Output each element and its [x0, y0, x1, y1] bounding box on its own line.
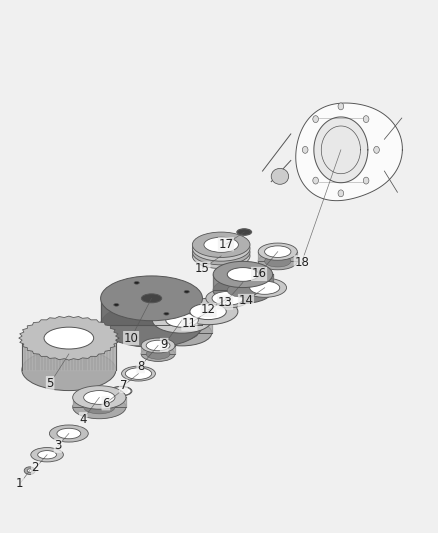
- Ellipse shape: [166, 313, 198, 327]
- Ellipse shape: [110, 386, 132, 396]
- Ellipse shape: [166, 326, 198, 340]
- Ellipse shape: [31, 448, 64, 462]
- Polygon shape: [314, 117, 368, 183]
- Text: 5: 5: [46, 377, 54, 390]
- Ellipse shape: [265, 255, 291, 267]
- Polygon shape: [22, 338, 116, 370]
- Text: 7: 7: [120, 379, 127, 392]
- Ellipse shape: [363, 116, 369, 123]
- Ellipse shape: [313, 116, 318, 123]
- Text: 13: 13: [218, 296, 233, 309]
- Ellipse shape: [28, 469, 32, 473]
- Ellipse shape: [125, 368, 152, 379]
- Ellipse shape: [192, 243, 250, 269]
- Ellipse shape: [146, 340, 170, 351]
- Ellipse shape: [213, 277, 273, 303]
- Ellipse shape: [141, 294, 162, 303]
- Ellipse shape: [192, 232, 250, 257]
- Ellipse shape: [190, 304, 226, 320]
- Ellipse shape: [22, 349, 116, 391]
- Polygon shape: [258, 252, 297, 261]
- Ellipse shape: [24, 467, 35, 474]
- Ellipse shape: [141, 346, 175, 361]
- Ellipse shape: [111, 386, 131, 395]
- Ellipse shape: [184, 290, 189, 293]
- Ellipse shape: [227, 268, 258, 281]
- Ellipse shape: [152, 320, 212, 346]
- Ellipse shape: [178, 298, 238, 325]
- Polygon shape: [152, 320, 212, 333]
- Text: 15: 15: [195, 262, 210, 275]
- Ellipse shape: [265, 246, 291, 257]
- Text: 9: 9: [160, 338, 168, 351]
- Ellipse shape: [73, 386, 126, 409]
- Text: 12: 12: [201, 303, 216, 317]
- Ellipse shape: [84, 391, 115, 405]
- Ellipse shape: [141, 338, 175, 353]
- Ellipse shape: [84, 400, 115, 414]
- Ellipse shape: [204, 241, 238, 256]
- Ellipse shape: [258, 253, 297, 270]
- Ellipse shape: [164, 312, 169, 315]
- Ellipse shape: [212, 292, 244, 305]
- Ellipse shape: [38, 450, 57, 459]
- Ellipse shape: [134, 281, 139, 284]
- Text: 8: 8: [137, 360, 145, 373]
- Ellipse shape: [27, 469, 32, 472]
- Ellipse shape: [271, 168, 289, 184]
- Ellipse shape: [237, 229, 251, 235]
- Polygon shape: [73, 398, 126, 407]
- Ellipse shape: [237, 229, 252, 236]
- Ellipse shape: [374, 147, 379, 154]
- Ellipse shape: [101, 302, 202, 347]
- Ellipse shape: [243, 278, 286, 297]
- Ellipse shape: [338, 103, 344, 110]
- Ellipse shape: [206, 289, 250, 308]
- Polygon shape: [141, 345, 175, 354]
- Ellipse shape: [49, 425, 88, 442]
- Ellipse shape: [204, 248, 238, 263]
- Ellipse shape: [313, 177, 318, 184]
- Ellipse shape: [227, 284, 258, 297]
- Text: 3: 3: [54, 439, 62, 452]
- Text: 10: 10: [124, 332, 138, 344]
- Ellipse shape: [192, 236, 250, 261]
- Polygon shape: [19, 316, 119, 360]
- Text: 18: 18: [294, 256, 309, 269]
- Ellipse shape: [114, 303, 119, 306]
- Polygon shape: [296, 103, 403, 200]
- Ellipse shape: [213, 261, 273, 287]
- Text: 11: 11: [182, 317, 197, 330]
- Text: 16: 16: [251, 268, 267, 280]
- Ellipse shape: [122, 366, 155, 381]
- Text: 17: 17: [219, 238, 233, 251]
- Ellipse shape: [152, 307, 212, 333]
- Ellipse shape: [302, 147, 308, 154]
- Ellipse shape: [204, 237, 238, 252]
- Ellipse shape: [204, 245, 238, 260]
- Ellipse shape: [192, 239, 250, 265]
- Ellipse shape: [73, 395, 126, 419]
- Ellipse shape: [250, 281, 280, 294]
- Ellipse shape: [44, 327, 94, 349]
- Text: 6: 6: [102, 397, 110, 410]
- Ellipse shape: [146, 349, 170, 359]
- Ellipse shape: [57, 429, 81, 439]
- Ellipse shape: [101, 276, 202, 321]
- Text: 4: 4: [79, 413, 87, 426]
- Ellipse shape: [258, 243, 297, 260]
- Text: 1: 1: [16, 478, 23, 490]
- Polygon shape: [101, 298, 202, 325]
- Text: 2: 2: [32, 462, 39, 474]
- Ellipse shape: [338, 190, 344, 197]
- Text: 14: 14: [238, 294, 254, 308]
- Ellipse shape: [363, 177, 369, 184]
- Polygon shape: [213, 274, 273, 290]
